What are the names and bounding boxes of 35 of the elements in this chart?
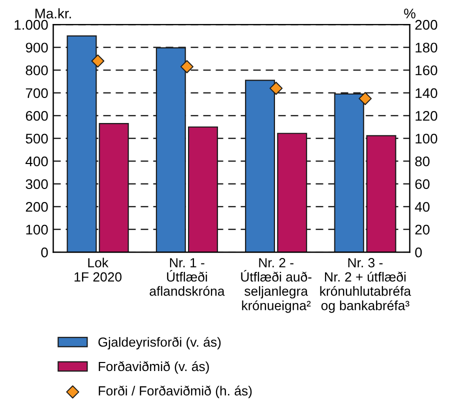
- point: [358, 92, 372, 106]
- y2-tick-label: 40: [414, 202, 430, 212]
- y2-axis-title: %: [404, 8, 416, 18]
- legend-label: Gjaldeyrisforði (v. ás): [98, 336, 221, 350]
- y-tick-label: 300: [26, 179, 48, 190]
- y2-tick-label: 80: [415, 156, 430, 166]
- y2-tick-label: 120: [416, 110, 438, 121]
- y2-tick-label: 140: [416, 88, 438, 98]
- y2-tick-label: 200: [415, 20, 438, 30]
- y2-tick-label: 0: [415, 247, 422, 258]
- y-axis-title: Ma.kr.: [35, 8, 71, 18]
- point: [270, 82, 283, 95]
- x-tick-label: Nr. 3 - Nr. 2 + útflæði krónuhlutabréfa og bankabréfa³: [320, 258, 412, 313]
- y-tick-label: 700: [26, 88, 48, 98]
- y-tick-label: 900: [26, 42, 48, 53]
- y2-tick-label: 20: [415, 224, 430, 235]
- point: [180, 60, 194, 74]
- y-tick-label: 800: [26, 65, 48, 76]
- x-tick-label: Lok 1F 2020: [74, 258, 122, 282]
- x-tick-label: Nr. 1 - Útflæði aflandskróna: [150, 258, 225, 296]
- y-tick-label: 400: [26, 156, 48, 166]
- legend-label: Forðaviðmið (v. ás): [98, 361, 209, 374]
- y-tick-label: 1.000: [14, 20, 48, 30]
- y-tick-label: 100: [26, 224, 48, 235]
- y-tick-label: 500: [26, 134, 48, 144]
- legend-label: Forði / Forðaviðmið (h. ás): [98, 386, 252, 398]
- y2-tick-label: 100: [416, 134, 438, 144]
- y2-tick-label: 60: [415, 179, 430, 190]
- y-tick-label: 0: [41, 247, 48, 258]
- x-tick-label: Nr. 2 - Útflæði auð- seljanlegra krónueigna²: [241, 258, 312, 313]
- y2-tick-label: 180: [416, 42, 438, 53]
- y2-tick-label: 160: [416, 65, 438, 76]
- y-tick-label: 600: [26, 110, 48, 121]
- y-tick-label: 200: [26, 202, 48, 212]
- point: [91, 54, 104, 68]
